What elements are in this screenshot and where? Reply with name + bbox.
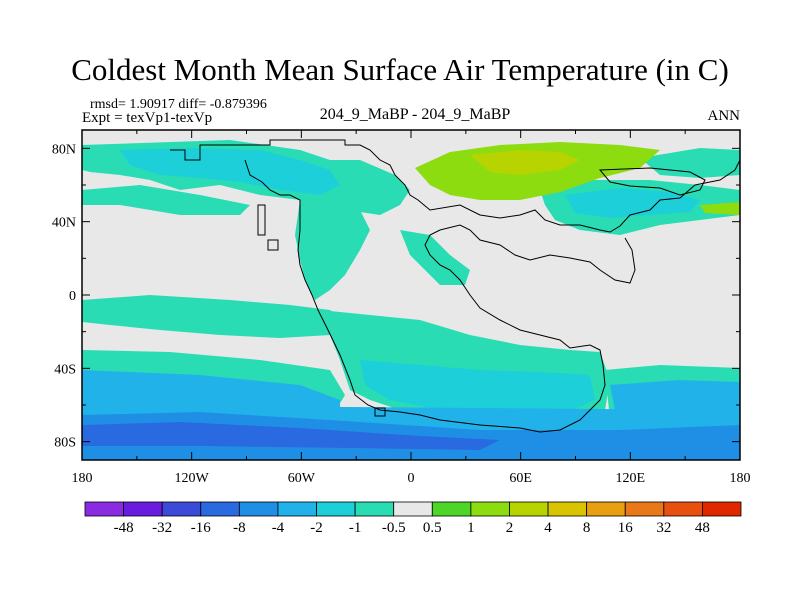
colorbar-swatch [702, 501, 742, 517]
colorbar-swatch [509, 501, 549, 517]
contour-eurasia-core [565, 188, 700, 218]
colorbar-swatch [354, 501, 395, 517]
colorbar-swatch [586, 501, 626, 517]
lat-tick-label: 80S [54, 436, 76, 451]
coastlines [170, 139, 740, 433]
contour-arctic-strip [640, 148, 740, 178]
colorbar-label: -8 [233, 520, 246, 536]
contour-warm-core [470, 150, 580, 175]
lon-tick-label: 60E [509, 471, 532, 486]
coastline-west-margin [244, 159, 606, 433]
coastline-inner-3 [374, 407, 386, 417]
latitude-axis: 80N 40N 0 40S 80S [52, 142, 740, 451]
colorbar-swatch [316, 501, 356, 517]
experiment-label: Expt = texVp1-texVp [82, 110, 213, 126]
lon-tick-label: 180 [72, 471, 93, 486]
lon-tick-label: 180 [730, 471, 751, 486]
contour-fill [82, 140, 740, 460]
map-plot [81, 129, 741, 461]
map-title: Coldest Month Mean Surface Air Temperatu… [71, 52, 729, 87]
coastline-inner-2 [267, 239, 279, 251]
colorbar-label: -0.5 [382, 520, 406, 536]
lat-tick-label: 40S [54, 362, 76, 377]
colorbar-label: 2 [506, 520, 514, 536]
contour-south-continent-core [360, 360, 595, 420]
colorbar-label: 16 [618, 520, 634, 536]
colorbar-label: 48 [695, 520, 710, 536]
contour-north-atlantic-patch [120, 148, 340, 195]
colorbar-label: -32 [152, 520, 172, 536]
colorbar-swatch [431, 501, 472, 517]
colorbar-swatch [663, 501, 703, 517]
colorbar-swatch [123, 501, 163, 517]
stats-label: rmsd= 1.90917 diff= -0.879396 [90, 97, 267, 112]
lon-tick-label: 120E [616, 471, 646, 486]
colorbar-label: 0.5 [423, 520, 442, 536]
contour-tropical-band [82, 295, 345, 338]
colorbar-swatch [470, 501, 510, 517]
contour-warm-east [700, 202, 740, 215]
lon-tick-label: 0 [408, 471, 415, 486]
contour-tethys-patch [400, 230, 470, 285]
colorbar-swatch [547, 501, 588, 517]
colorbar-label: -2 [310, 520, 323, 536]
lat-tick-label: 80N [52, 142, 76, 157]
coastline-tethys [439, 224, 636, 284]
colorbar-label: 32 [656, 520, 671, 536]
colorbar-label: 4 [544, 520, 552, 536]
colorbar-swatch [393, 501, 433, 517]
colorbar-swatch [200, 501, 240, 517]
colorbar-swatch [624, 501, 665, 517]
coastline-pangaea-north [170, 139, 740, 233]
colorbar-label: 8 [583, 520, 591, 536]
season-label: ANN [707, 108, 741, 124]
colorbar-swatch [84, 501, 124, 517]
colorbar-label: -4 [272, 520, 285, 536]
coastline-inner-1 [257, 204, 266, 236]
contour-pangaea-interior [295, 200, 370, 300]
contour-north-pacific-lower [82, 185, 250, 215]
colorbar-swatch [238, 501, 279, 517]
contour-polar-south-coldest [82, 422, 500, 450]
colorbar-swatch [161, 501, 202, 517]
longitude-axis: 180 120W 60W 0 60E 120E 180 [72, 130, 751, 486]
lon-tick-label: 120W [175, 471, 210, 486]
colorbar-label: -1 [349, 520, 362, 536]
lon-tick-label: 60W [288, 471, 316, 486]
lat-tick-label: 0 [69, 289, 76, 304]
colorbar-label: -16 [191, 520, 211, 536]
center-label: 204_9_MaBP - 204_9_MaBP [319, 106, 511, 123]
colorbar-swatch [277, 501, 317, 517]
colorbar: -48 -32 -16 -8 -4 -2 -1 -0.5 0.5 1 2 4 8 16 32 48 [84, 501, 742, 536]
colorbar-label: 1 [467, 520, 475, 536]
colorbar-label: -48 [114, 520, 134, 536]
lat-tick-label: 40N [52, 216, 76, 231]
coastline-east-islands [598, 167, 706, 196]
